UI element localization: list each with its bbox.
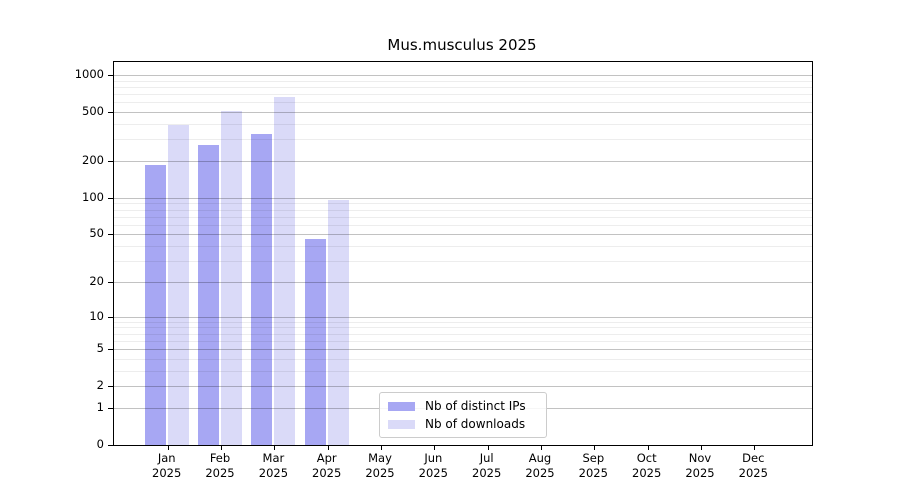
gridline-minor-700: [114, 94, 812, 96]
x-tick-mark-jun: [434, 445, 436, 450]
y-tick-mark-100: [108, 197, 113, 199]
x-tick-label-apr: Apr 2025: [312, 451, 342, 480]
legend-label-distinct-ips: Nb of distinct IPs: [425, 399, 526, 413]
y-tick-label-500: 500: [82, 104, 104, 119]
bar-nb-of-downloads-feb: [221, 111, 242, 445]
y-tick-label-1000: 1000: [74, 67, 104, 81]
gridline-minor-70: [114, 216, 812, 218]
y-tick-mark-200: [108, 161, 113, 162]
x-tick-mark-nov: [701, 445, 702, 450]
y-tick-mark-1: [108, 407, 113, 409]
bar-nb-of-downloads-mar: [274, 97, 296, 445]
gridline-major-10: [114, 316, 812, 318]
y-tick-mark-50: [108, 234, 113, 236]
gridline-major-500: [114, 112, 812, 114]
gridline-major-100: [114, 197, 812, 199]
y-tick-label-0: 0: [96, 437, 104, 451]
bar-nb-of-distinct-ips-apr: [304, 238, 326, 445]
legend-item-distinct-ips: Nb of distinct IPs: [388, 397, 536, 415]
legend-swatch-downloads: [388, 419, 415, 429]
x-tick-label-may: May 2025: [365, 451, 395, 480]
y-tick-mark-20: [108, 281, 113, 283]
y-tick-label-50: 50: [89, 226, 104, 241]
x-tick-mark-aug: [541, 445, 542, 450]
x-tick-label-jan: Jan 2025: [152, 451, 182, 480]
y-tick-label-1: 1: [96, 399, 104, 414]
bar-nb-of-distinct-ips-feb: [198, 145, 219, 445]
gridline-minor-6: [114, 340, 812, 342]
x-tick-label-mar: Mar 2025: [258, 451, 289, 480]
gridline-major-2: [114, 386, 812, 388]
x-tick-label-aug: Aug 2025: [525, 451, 555, 480]
y-tick-label-5: 5: [96, 341, 104, 355]
bar-nb-of-distinct-ips-mar: [251, 134, 273, 445]
gridline-minor-3: [114, 370, 812, 372]
x-tick-label-oct: Oct 2025: [632, 451, 662, 480]
gridline-major-5: [114, 349, 812, 350]
y-tick-mark-1000: [108, 75, 113, 76]
x-tick-mark-dec: [754, 445, 756, 450]
gridline-minor-90: [114, 203, 812, 205]
gridline-minor-7: [114, 333, 812, 335]
gridline-minor-4: [114, 358, 812, 360]
legend-swatch-distinct-ips: [388, 401, 415, 411]
gridline-minor-9: [114, 321, 812, 323]
legend-label-downloads: Nb of downloads: [425, 417, 526, 431]
gridline-minor-900: [114, 80, 812, 82]
gridline-minor-8: [114, 327, 812, 329]
gridline-minor-40: [114, 246, 812, 248]
y-tick-mark-5: [108, 349, 113, 350]
gridline-minor-80: [114, 209, 812, 211]
gridline-major-20: [114, 281, 812, 283]
x-tick-label-feb: Feb 2025: [205, 451, 235, 480]
gridline-minor-400: [114, 124, 812, 125]
y-tick-label-200: 200: [82, 153, 104, 167]
x-tick-mark-may: [381, 445, 382, 450]
y-tick-label-20: 20: [89, 273, 104, 288]
x-tick-label-dec: Dec 2025: [738, 451, 768, 480]
plot-area: [108, 61, 813, 450]
x-tick-mark-jul: [487, 445, 489, 450]
gridline-minor-60: [114, 224, 812, 226]
x-tick-mark-feb: [221, 445, 222, 450]
y-tick-label-2: 2: [96, 378, 104, 393]
x-tick-label-sep: Sep 2025: [578, 451, 608, 480]
x-tick-mark-oct: [647, 445, 649, 450]
gridline-major-50: [114, 234, 812, 236]
x-tick-mark-jan: [167, 445, 169, 450]
x-tick-label-nov: Nov 2025: [685, 451, 715, 480]
gridline-minor-300: [114, 139, 812, 141]
legend: Nb of distinct IPs Nb of downloads: [379, 392, 547, 438]
y-tick-mark-2: [108, 386, 113, 388]
x-tick-mark-apr: [327, 445, 329, 450]
y-tick-mark-500: [108, 112, 113, 114]
bar-nb-of-distinct-ips-jan: [144, 165, 166, 445]
y-tick-mark-10: [108, 316, 113, 318]
x-tick-label-jun: Jun 2025: [418, 451, 448, 480]
x-tick-mark-mar: [274, 445, 276, 450]
legend-item-downloads: Nb of downloads: [388, 415, 536, 433]
y-tick-mark-0: [108, 445, 113, 446]
x-tick-label-jul: Jul 2025: [472, 451, 502, 480]
gridline-minor-30: [114, 261, 812, 263]
x-tick-mark-sep: [594, 445, 596, 450]
gridline-minor-800: [114, 86, 812, 88]
gridline-major-1000: [114, 75, 812, 76]
gridline-major-200: [114, 161, 812, 162]
chart-title: Mus.musculus 2025: [387, 36, 537, 54]
y-tick-label-10: 10: [89, 308, 104, 323]
bar-nb-of-downloads-jan: [167, 124, 189, 445]
y-tick-label-100: 100: [82, 189, 104, 204]
gridline-minor-600: [114, 102, 812, 104]
bar-nb-of-downloads-apr: [327, 199, 349, 445]
